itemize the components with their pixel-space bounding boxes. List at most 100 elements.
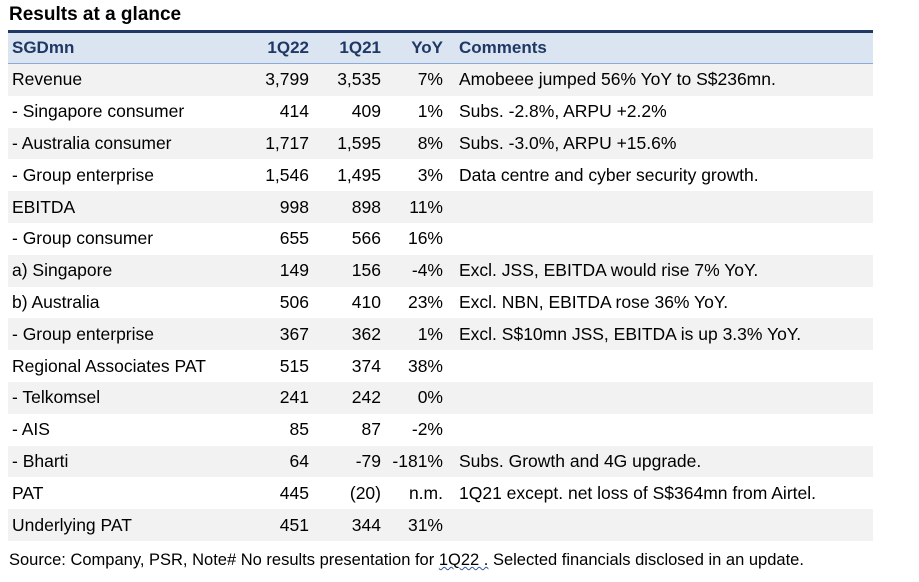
cell-1q22: 367 (244, 318, 309, 351)
cell-1q22: 149 (244, 254, 309, 287)
cell-1q21: 1,595 (309, 127, 381, 160)
row-label: EBITDA (8, 191, 244, 223)
table-row: - Telkomsel 241 242 0% (8, 381, 873, 414)
cell-comment: Excl. JSS, EBITDA would rise 7% YoY. (443, 254, 873, 287)
cell-yoy: 11% (381, 191, 443, 223)
table-row: Underlying PAT 451 344 31% (8, 509, 873, 541)
table-row: - Australia consumer 1,717 1,595 8% Subs. -3… (8, 127, 873, 160)
header-rule (8, 30, 873, 33)
cell-comment: 1Q21 except. net loss of S$364mn from Ai… (459, 482, 816, 503)
table-header-row: SGDmn 1Q22 1Q21 YoY Comments (8, 33, 873, 64)
cell-yoy: 31% (381, 509, 443, 541)
cell-comment (443, 191, 873, 223)
row-label: b) Australia (12, 291, 100, 312)
row-label: - Group enterprise (12, 164, 155, 185)
cell-1q21: 1,495 (337, 164, 381, 185)
cell-yoy: n.m. (408, 482, 443, 503)
table-row: PAT 445 (20) n.m. 1Q21 except. net loss of S… (8, 477, 873, 509)
table-row: - Group consumer 655 566 16% (8, 223, 873, 255)
results-table: SGDmn 1Q22 1Q21 YoY Comments Revenue 3,79… (8, 33, 873, 541)
table-row: b) Australia 506 410 23% Excl. NBN, EBITDA r… (8, 287, 873, 319)
cell-1q21: 242 (309, 381, 381, 414)
cell-comment: Subs. -2.8%, ARPU +2.2% (459, 101, 667, 122)
cell-1q22: 451 (244, 509, 309, 541)
cell-1q21: 566 (351, 228, 381, 249)
cell-1q21: (20) (349, 482, 381, 503)
row-label: a) Singapore (8, 254, 244, 287)
source-note: Source: Company, PSR, Note# No results p… (9, 551, 804, 570)
cell-1q22: 241 (244, 381, 309, 414)
cell-yoy: 7% (381, 63, 443, 96)
cell-1q22: 515 (279, 355, 309, 376)
cell-comment: Excl. S$10mn JSS, EBITDA is up 3.3% YoY. (443, 318, 873, 351)
cell-comment (443, 350, 873, 382)
cell-comment: Subs. Growth and 4G upgrade. (443, 445, 873, 478)
table-row: EBITDA 998 898 11% (8, 191, 873, 223)
row-label: Underlying PAT (8, 509, 244, 541)
row-label: - AIS (12, 419, 50, 440)
source-highlight: 1Q22 . (438, 551, 489, 569)
cell-1q21: 344 (309, 509, 381, 541)
header-1q22: 1Q22 (244, 33, 309, 64)
header-comments: Comments (443, 33, 873, 64)
cell-comment: Data centre and cyber security growth. (459, 164, 759, 185)
cell-1q21: 362 (309, 318, 381, 351)
cell-comment (443, 414, 873, 446)
row-label: - Group enterprise (8, 318, 244, 351)
row-label: - Australia consumer (8, 127, 244, 160)
page-title: Results at a glance (9, 4, 182, 25)
row-label: - Group consumer (12, 228, 154, 249)
cell-1q22: 506 (279, 291, 309, 312)
cell-yoy: 23% (407, 291, 443, 312)
table-row: - Bharti 64 -79 -181% Subs. Growth and 4G up… (8, 445, 873, 478)
table-body: Revenue 3,799 3,535 7% Amobeee jumped 56% Yo… (8, 63, 873, 541)
row-label: Revenue (8, 63, 244, 96)
cell-yoy: 3% (417, 164, 443, 185)
table-row: Revenue 3,799 3,535 7% Amobeee jumped 56% Yo… (8, 63, 873, 96)
source-suffix: Selected financials disclosed in an upda… (488, 551, 804, 569)
cell-1q21: 87 (361, 419, 381, 440)
cell-yoy: -4% (381, 254, 443, 287)
table-row: - Group enterprise 367 362 1% Excl. S$10mn J… (8, 318, 873, 351)
cell-1q22: 64 (244, 445, 309, 478)
cell-1q22: 998 (244, 191, 309, 223)
cell-yoy: -181% (381, 445, 443, 478)
cell-comment: Amobeee jumped 56% YoY to S$236mn. (443, 63, 873, 96)
cell-1q22: 1,546 (265, 164, 309, 185)
cell-comment: Excl. NBN, EBITDA rose 36% YoY. (459, 291, 729, 312)
header-label: SGDmn (8, 33, 244, 64)
row-label: Regional Associates PAT (12, 355, 206, 376)
cell-yoy: 0% (381, 381, 443, 414)
cell-1q22: 85 (289, 419, 309, 440)
cell-yoy: 8% (381, 127, 443, 160)
cell-yoy: -2% (411, 419, 443, 440)
cell-1q21: 409 (351, 101, 381, 122)
cell-1q21: 898 (309, 191, 381, 223)
table-row: Regional Associates PAT 515 374 38% (8, 350, 873, 382)
cell-1q21: -79 (309, 445, 381, 478)
cell-comment (443, 509, 873, 541)
cell-yoy: 16% (407, 228, 443, 249)
table-row: a) Singapore 149 156 -4% Excl. JSS, EBITDA w… (8, 254, 873, 287)
cell-1q22: 1,717 (244, 127, 309, 160)
row-label: - Telkomsel (8, 381, 244, 414)
source-prefix: Source: Company, PSR, Note# No results p… (9, 551, 439, 569)
cell-1q22: 414 (279, 101, 309, 122)
header-yoy: YoY (381, 33, 443, 64)
cell-comment (443, 381, 873, 414)
cell-1q21: 3,535 (309, 63, 381, 96)
table-row: - AIS 85 87 -2% (8, 414, 873, 446)
table-row: - Group enterprise 1,546 1,495 3% Data centr… (8, 159, 873, 191)
table-row: - Singapore consumer 414 409 1% Subs. -2.8%,… (8, 96, 873, 128)
cell-yoy: 1% (381, 318, 443, 351)
header-1q21: 1Q21 (309, 33, 381, 64)
cell-1q21: 156 (309, 254, 381, 287)
cell-comment: Subs. -3.0%, ARPU +15.6% (443, 127, 873, 160)
cell-comment (443, 223, 873, 255)
cell-1q21: 410 (351, 291, 381, 312)
cell-yoy: 38% (407, 355, 443, 376)
row-label: - Bharti (8, 445, 244, 478)
cell-1q22: 3,799 (244, 63, 309, 96)
cell-1q22: 655 (279, 228, 309, 249)
cell-1q22: 445 (279, 482, 309, 503)
